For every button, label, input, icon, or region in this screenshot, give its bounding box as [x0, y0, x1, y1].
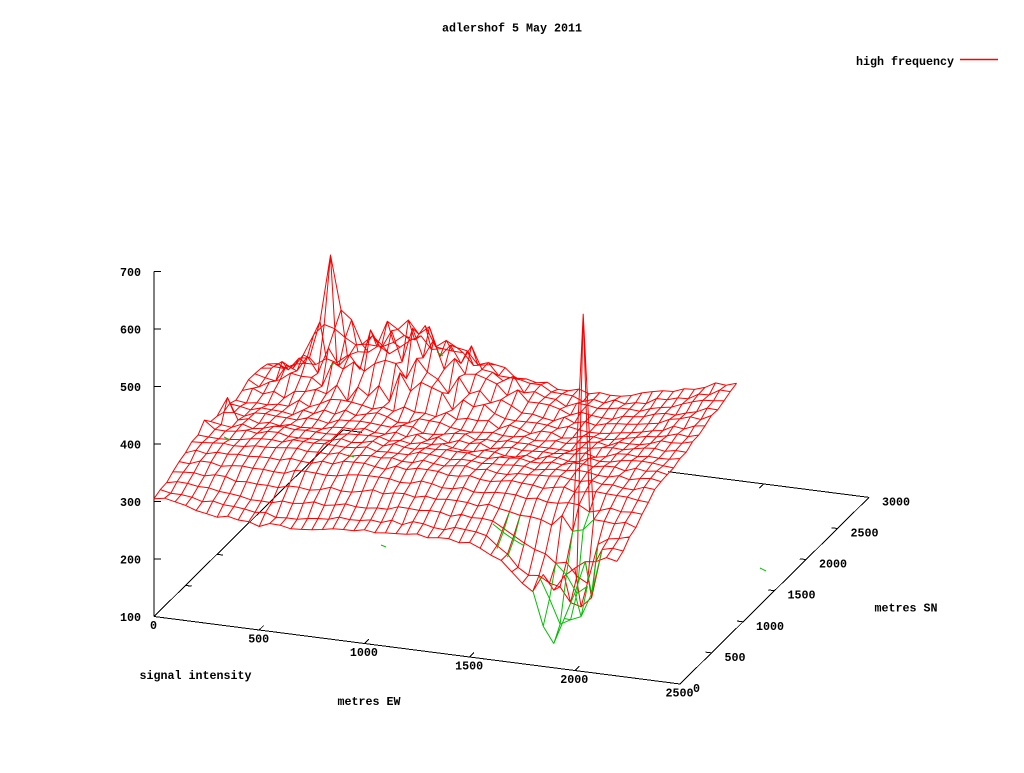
svg-text:1500: 1500	[788, 589, 816, 603]
svg-text:signal intensity: signal intensity	[140, 669, 252, 683]
svg-text:0: 0	[693, 682, 700, 696]
svg-text:metres SN: metres SN	[875, 602, 938, 616]
svg-text:500: 500	[248, 633, 269, 647]
svg-text:1500: 1500	[455, 660, 483, 674]
svg-text:300: 300	[120, 496, 141, 510]
svg-text:500: 500	[120, 381, 141, 395]
svg-text:1000: 1000	[350, 646, 378, 660]
svg-text:adlershof 5 May 2011: adlershof 5 May 2011	[442, 22, 582, 36]
svg-text:0: 0	[150, 619, 157, 633]
svg-text:700: 700	[120, 266, 141, 280]
svg-text:100: 100	[120, 611, 141, 625]
svg-text:3000: 3000	[882, 495, 910, 509]
svg-text:2500: 2500	[666, 687, 694, 701]
svg-text:200: 200	[120, 554, 141, 568]
svg-text:1000: 1000	[756, 620, 784, 634]
svg-text:500: 500	[725, 651, 746, 665]
svg-text:2000: 2000	[560, 673, 588, 687]
svg-text:2500: 2500	[851, 527, 879, 541]
svg-text:metres EW: metres EW	[338, 695, 401, 709]
svg-text:2000: 2000	[819, 558, 847, 572]
svg-text:600: 600	[120, 324, 141, 338]
svg-text:400: 400	[120, 439, 141, 453]
svg-text:high frequency: high frequency	[856, 55, 954, 69]
